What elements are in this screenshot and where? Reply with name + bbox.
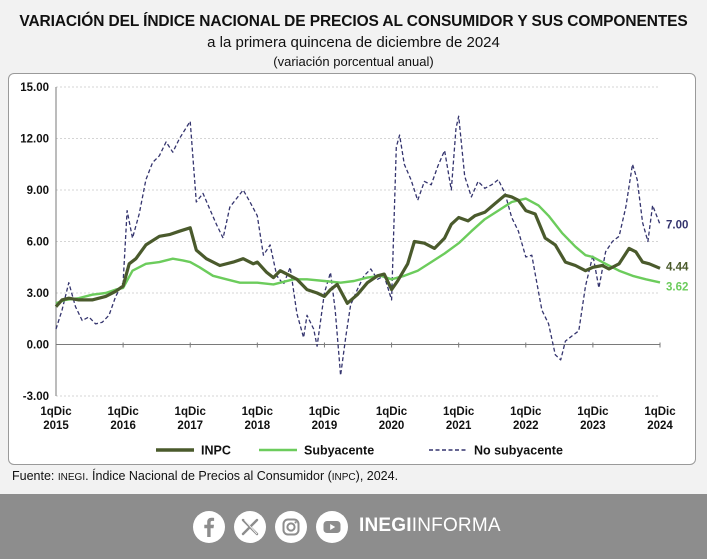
x-tick-label: 1qDic xyxy=(309,406,341,418)
y-tick-label: 0.00 xyxy=(27,340,49,352)
end-label-inpc: 4.44 xyxy=(666,261,689,273)
x-tick-year: 2015 xyxy=(43,420,69,432)
x-tick-year: 2022 xyxy=(513,420,539,432)
unit-note: (variación porcentual anual) xyxy=(273,54,434,69)
brand-bold: INEGI xyxy=(359,515,412,536)
youtube-icon[interactable] xyxy=(316,511,348,543)
x-tick-label: 1qDic xyxy=(443,406,475,418)
y-tick-label: 3.00 xyxy=(27,288,49,300)
x-tick-year: 2021 xyxy=(446,420,472,432)
series-line-subyacente xyxy=(55,197,661,305)
x-tick-label: 1qDic xyxy=(107,406,139,418)
source-suffix: ), 2024. xyxy=(355,469,399,483)
x-tick-label: 1qDic xyxy=(40,406,72,418)
chart-subtitle: a la primera quincena de diciembre de 20… xyxy=(207,34,500,51)
y-tick-label: 12.00 xyxy=(20,134,49,146)
y-tick-label: -3.00 xyxy=(23,391,49,403)
end-label-subyacente: 3.62 xyxy=(666,281,688,293)
series-line-no-subyacente xyxy=(55,115,661,377)
source-middle: . Índice Nacional de Precios al Consumid… xyxy=(85,469,332,483)
source-note: Fuente: INEGI. Índice Nacional de Precio… xyxy=(12,469,398,483)
x-tick-label: 1qDic xyxy=(175,406,207,418)
source-inpc: INPC xyxy=(331,472,356,483)
x-tick-label: 1qDic xyxy=(577,406,609,418)
x-tick-year: 2024 xyxy=(647,420,673,432)
source-inegi: INEGI xyxy=(57,472,86,483)
x-tick-year: 2019 xyxy=(312,420,338,432)
brand-light: INFORMA xyxy=(411,515,501,536)
line-chart: -3.00 0.00 3.00 6.00 9.00 12.00 15.00 1qDic 2015… xyxy=(20,82,689,458)
x-tick-label: 1qDic xyxy=(242,406,274,418)
facebook-icon[interactable] xyxy=(193,511,225,543)
legend-label-no-subyacente: No subyacente xyxy=(474,444,563,458)
legend-label-subyacente: Subyacente xyxy=(304,444,374,458)
chart-panel: -3.00 0.00 3.00 6.00 9.00 12.00 15.00 1qDic 2015… xyxy=(8,73,696,465)
x-tick-year: 2023 xyxy=(580,420,606,432)
end-label-no-subyacente: 7.00 xyxy=(666,219,688,231)
source-prefix: Fuente: xyxy=(12,469,58,483)
x-tick-year: 2018 xyxy=(245,420,271,432)
series-line-inpc xyxy=(54,193,661,308)
footer-bar: INEGIINFORMA xyxy=(0,494,707,559)
x-tick-label: 1qDic xyxy=(510,406,542,418)
legend-label-inpc: INPC xyxy=(201,444,231,458)
instagram-icon[interactable] xyxy=(275,511,307,543)
x-tick-year: 2020 xyxy=(379,420,405,432)
chart-title: VARIACIÓN DEL ÍNDICE NACIONAL DE PRECIOS… xyxy=(19,13,688,30)
y-tick-label: 6.00 xyxy=(27,237,49,249)
x-tick-year: 2017 xyxy=(177,420,203,432)
brand-logo: INEGIINFORMA xyxy=(359,515,501,537)
y-tick-label: 15.00 xyxy=(20,82,49,94)
y-tick-label: 9.00 xyxy=(27,185,49,197)
x-icon[interactable] xyxy=(234,511,266,543)
x-tick-label: 1qDic xyxy=(376,406,408,418)
x-tick-year: 2016 xyxy=(110,420,136,432)
x-tick-label: 1qDic xyxy=(644,406,676,418)
